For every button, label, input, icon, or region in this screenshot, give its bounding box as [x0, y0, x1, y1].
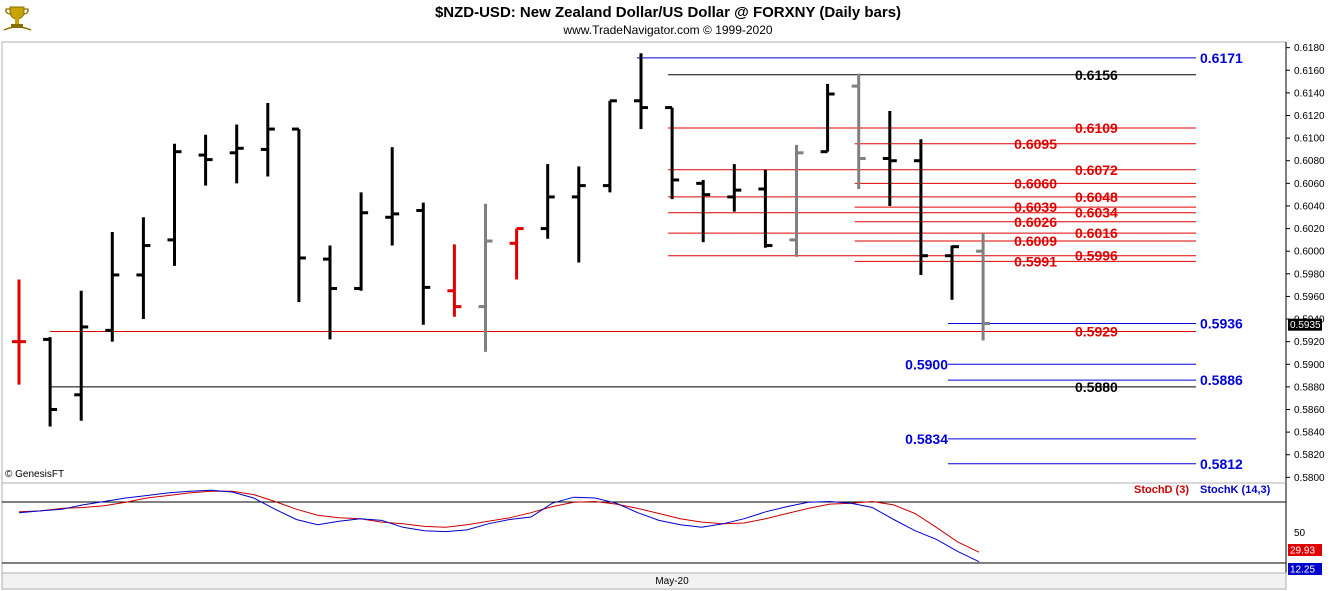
price-tick-label: 0.6040	[1294, 201, 1325, 212]
stochd-last-value: 29.93	[1290, 546, 1315, 557]
price-tick-label: 0.6000	[1294, 247, 1325, 258]
stochk-line	[18, 489, 980, 563]
price-tick-label: 0.6140	[1294, 88, 1325, 99]
level-label: 0.6026	[1014, 214, 1057, 230]
price-tick-label: 0.5800	[1294, 473, 1325, 484]
price-tick-label: 0.6100	[1294, 134, 1325, 145]
date-axis	[1, 572, 1287, 590]
level-label: 0.6072	[1075, 162, 1118, 178]
trophy-logo-icon	[3, 6, 32, 31]
price-tick-label: 0.5840	[1294, 428, 1325, 439]
last-price-label: 0.5935	[1290, 320, 1321, 331]
price-tick-label: 0.5860	[1294, 405, 1325, 416]
level-label: 0.5996	[1075, 248, 1118, 264]
level-label: 0.5929	[1075, 323, 1118, 339]
price-tick-label: 0.5920	[1294, 337, 1325, 348]
level-label: 0.6034	[1075, 205, 1118, 221]
chart-title: $NZD-USD: New Zealand Dollar/US Dollar @…	[435, 4, 901, 21]
price-tick-label: 0.5900	[1294, 360, 1325, 371]
legend-stochd: StochD (3)	[1134, 484, 1189, 496]
last-price-badge: 0.5935	[1288, 318, 1322, 331]
stoch-panel	[1, 482, 1287, 574]
legend-stochk: StochK (14,3)	[1200, 484, 1271, 496]
price-tick-label: 0.5820	[1294, 450, 1325, 461]
stochk-last-value: 12.25	[1290, 565, 1315, 576]
price-tick-label: 0.5980	[1294, 269, 1325, 280]
level-label: 0.6009	[1014, 233, 1057, 249]
price-tick-label: 0.6060	[1294, 179, 1325, 190]
price-tick-label: 0.6120	[1294, 111, 1325, 122]
date-label: May-20	[655, 576, 689, 587]
level-label: 0.5936	[1200, 316, 1243, 332]
level-label: 0.5886	[1200, 372, 1243, 388]
price-tick-label: 0.6160	[1294, 66, 1325, 77]
stoch-tick-50: 50	[1294, 528, 1306, 539]
price-tick-label: 0.5960	[1294, 292, 1325, 303]
price-tick-label: 0.6020	[1294, 224, 1325, 235]
price-tick-label: 0.6080	[1294, 156, 1325, 167]
level-label: 0.6048	[1075, 189, 1118, 205]
price-axis-ticks: 0.6180 0.6160 0.6140 0.6120 0.6100 0.6080 0.60…	[1286, 43, 1325, 484]
level-label: 0.5991	[1014, 253, 1057, 269]
level-label: 0.6156	[1075, 67, 1118, 83]
price-tick-label: 0.5880	[1294, 382, 1325, 393]
level-label: 0.6095	[1014, 136, 1057, 152]
level-label: 0.5880	[1075, 379, 1118, 395]
chart-subtitle: www.TradeNavigator.com © 1999-2020	[562, 23, 772, 37]
level-label: 0.5900	[905, 356, 948, 372]
price-bars	[12, 53, 991, 427]
level-label: 0.5834	[905, 431, 948, 447]
level-label: 0.6109	[1075, 120, 1118, 136]
level-label: 0.6016	[1075, 225, 1118, 241]
watermark: © GenesisFT	[5, 469, 64, 480]
level-label: 0.6060	[1014, 175, 1057, 191]
stochd-line	[18, 490, 980, 553]
level-label: 0.6039	[1014, 199, 1057, 215]
level-label: 0.6171	[1200, 50, 1243, 66]
price-levels: 0.6171 0.6156 0.6109 0.6095 0.6072 0.6060 0.60…	[50, 50, 1243, 472]
level-label: 0.5812	[1200, 456, 1243, 472]
stochd-last-badge: 29.93	[1288, 544, 1322, 557]
stochk-last-badge: 12.25	[1288, 563, 1322, 576]
price-tick-label: 0.6180	[1294, 43, 1325, 54]
